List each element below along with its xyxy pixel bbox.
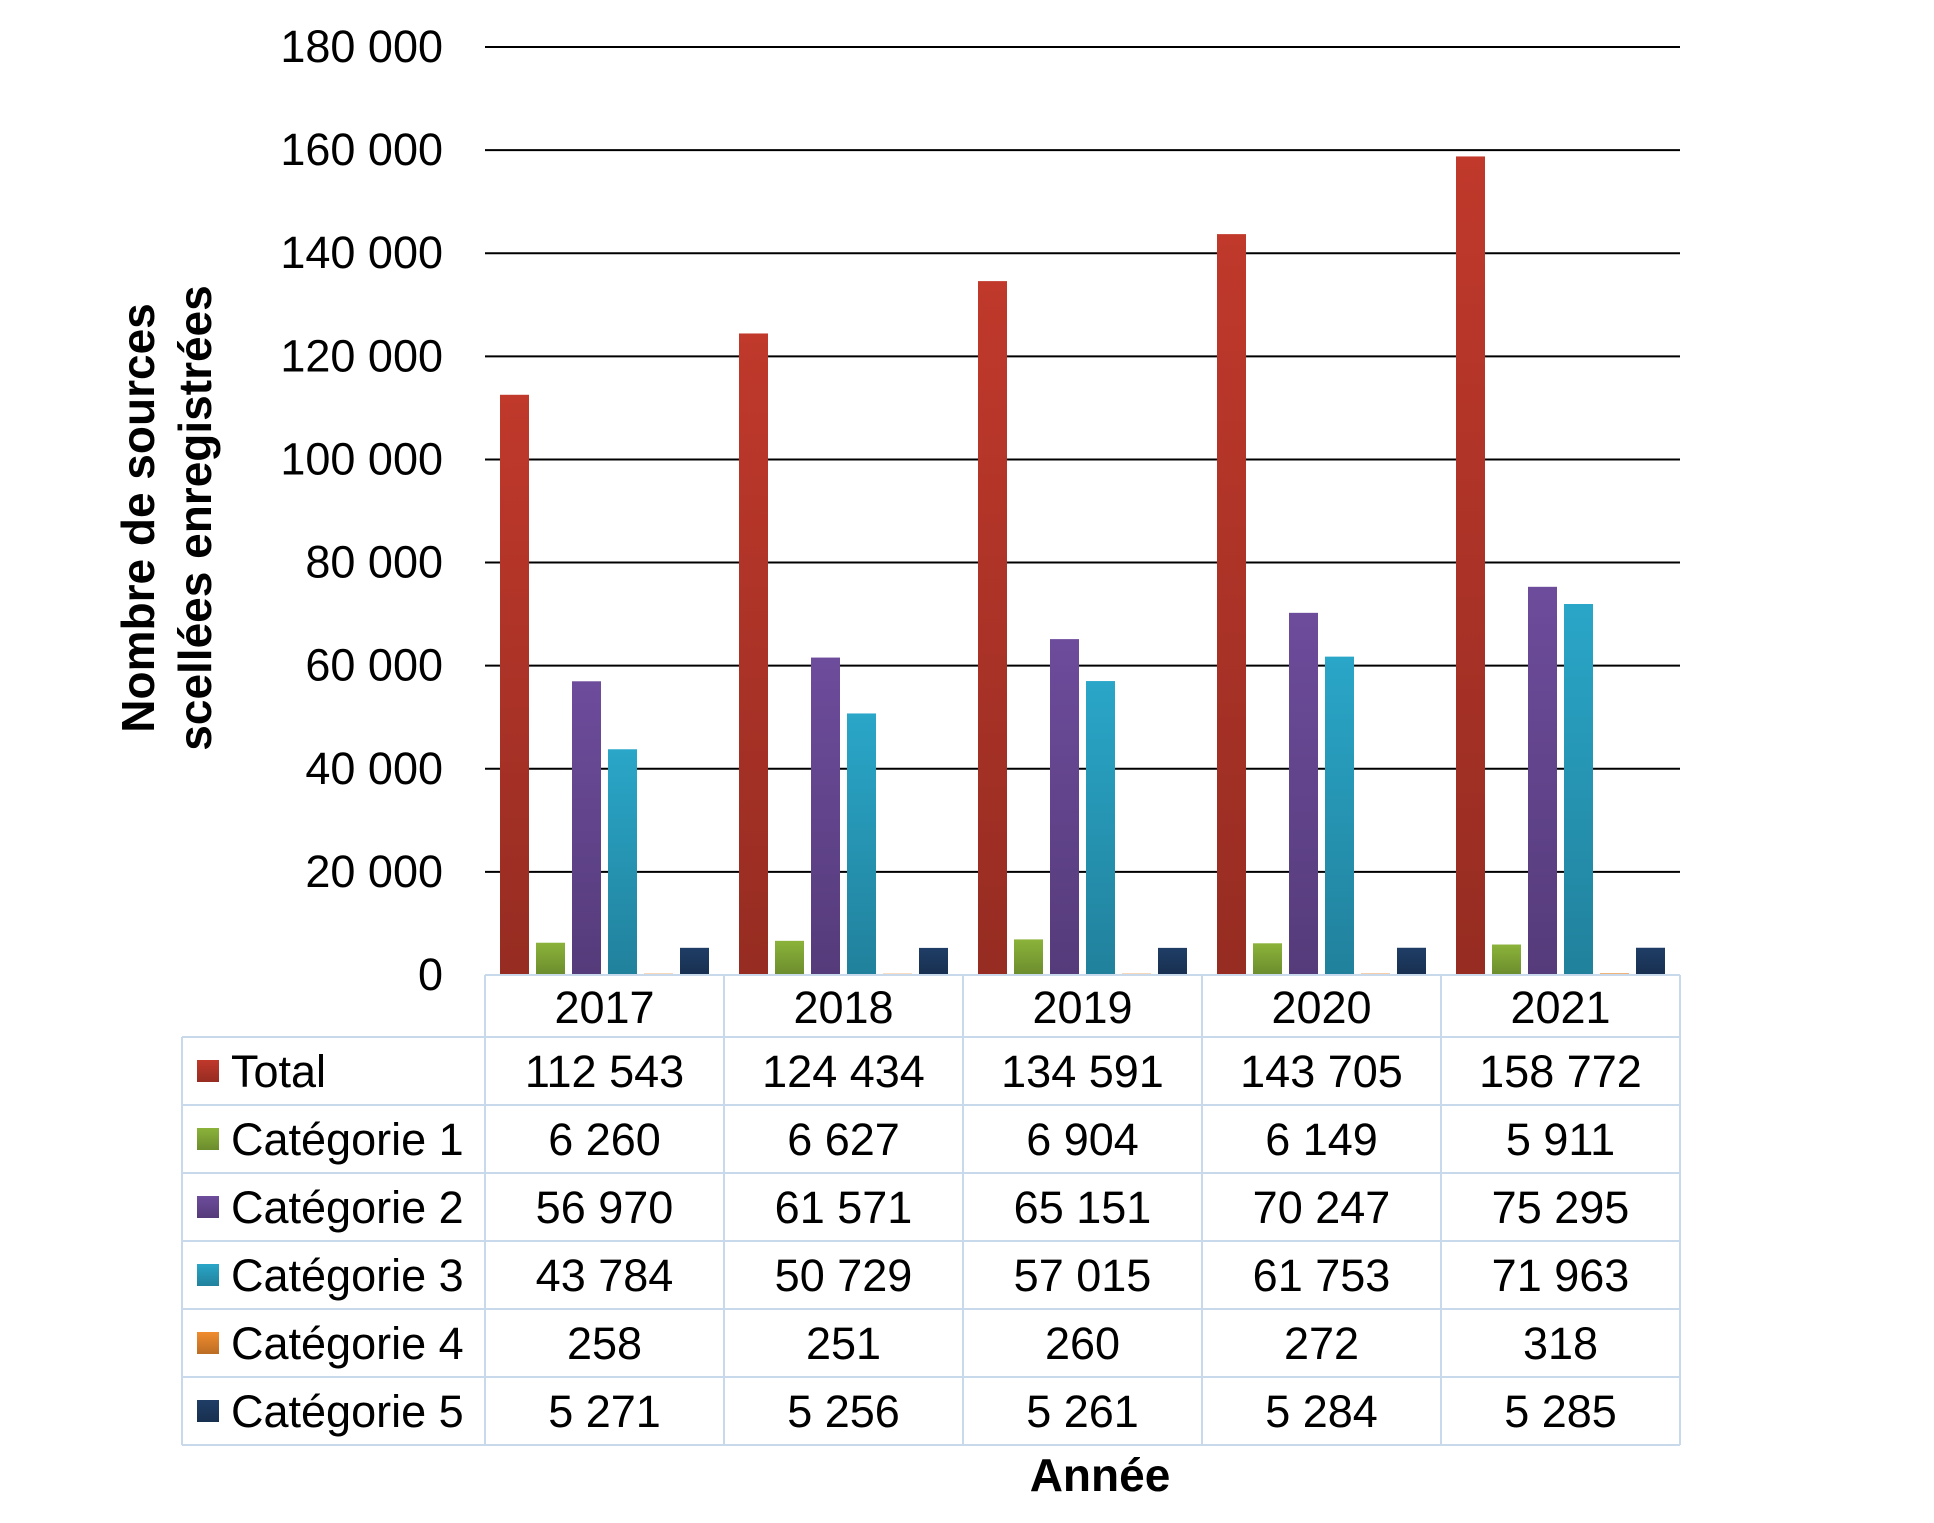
legend-key: [197, 1264, 219, 1286]
bar-cat-gorie-3-2018: [847, 713, 876, 975]
bar-cat-gorie-1-2017: [536, 942, 565, 975]
bar-total-2021: [1456, 156, 1485, 975]
y-tick-label: 100 000: [280, 433, 443, 484]
bar-cat-gorie-5-2019: [1158, 947, 1187, 975]
x-tick-label: 2021: [1510, 982, 1610, 1033]
bar-cat-gorie-2-2017: [572, 681, 601, 975]
data-table: 2017 2018 2019 2020 2021 Total 112 543 124 434 1…: [181, 974, 1681, 1446]
bars: [500, 156, 1665, 975]
legend-key: [197, 1060, 219, 1082]
y-axis-title-line1: Nombre de sources: [112, 303, 164, 732]
bar-cat-gorie-1-2020: [1253, 943, 1282, 975]
legend-key: [197, 1128, 219, 1150]
bar-cat-gorie-3-2019: [1086, 681, 1115, 975]
data-label: 6 260: [548, 1114, 661, 1165]
y-axis-title-line2: scellées enregistrées: [169, 285, 221, 750]
data-label: 272: [1284, 1318, 1359, 1369]
data-label: 6 149: [1265, 1114, 1378, 1165]
legend-key: [197, 1332, 219, 1354]
y-tick-label: 40 000: [305, 743, 443, 794]
data-label: 70 247: [1253, 1182, 1391, 1233]
bar-total-2017: [500, 394, 529, 975]
data-label: 260: [1045, 1318, 1120, 1369]
legend-label: Catégorie 3: [231, 1250, 464, 1301]
legend-label: Catégorie 1: [231, 1114, 464, 1165]
data-label: 6 627: [787, 1114, 900, 1165]
x-tick-label: 2017: [554, 982, 654, 1033]
data-label: 43 784: [536, 1250, 674, 1301]
grid-lines: [485, 46, 1680, 873]
bar-cat-gorie-5-2017: [680, 947, 709, 975]
x-tick-label: 2020: [1271, 982, 1371, 1033]
y-tick-label: 60 000: [305, 640, 443, 691]
data-label: 5 285: [1504, 1386, 1617, 1437]
data-label: 5 256: [787, 1386, 900, 1437]
bar-total-2019: [978, 281, 1007, 975]
y-tick-label: 20 000: [305, 846, 443, 897]
data-label: 75 295: [1492, 1182, 1630, 1233]
y-axis-ticks: 0 20 000 40 000 60 000 80 000 100 000 120 000 1…: [280, 21, 443, 1000]
data-label: 6 904: [1026, 1114, 1139, 1165]
data-label: 258: [567, 1318, 642, 1369]
x-tick-label: 2019: [1032, 982, 1132, 1033]
bar-cat-gorie-1-2019: [1014, 939, 1043, 975]
data-label: 71 963: [1492, 1250, 1630, 1301]
data-label: 112 543: [525, 1046, 684, 1097]
legend-label: Catégorie 5: [231, 1386, 464, 1437]
data-label: 251: [806, 1318, 881, 1369]
y-tick-label: 180 000: [280, 21, 443, 72]
data-label: 61 753: [1253, 1250, 1391, 1301]
data-label: 134 591: [1001, 1046, 1164, 1097]
bar-cat-gorie-2-2020: [1289, 612, 1318, 975]
bar-cat-gorie-2-2019: [1050, 639, 1079, 975]
data-label: 143 705: [1240, 1046, 1403, 1097]
bar-cat-gorie-2-2018: [811, 657, 840, 975]
y-tick-label: 120 000: [280, 330, 443, 381]
bar-cat-gorie-1-2021: [1492, 944, 1521, 975]
data-label: 5 284: [1265, 1386, 1378, 1437]
data-label: 56 970: [536, 1182, 674, 1233]
bar-total-2020: [1217, 234, 1246, 975]
data-label: 50 729: [775, 1250, 913, 1301]
legend-label: Catégorie 4: [231, 1318, 464, 1369]
data-label: 158 772: [1479, 1046, 1642, 1097]
x-axis-title: Année: [1030, 1449, 1171, 1501]
bar-cat-gorie-3-2020: [1325, 656, 1354, 975]
bar-cat-gorie-5-2018: [919, 947, 948, 975]
bar-cat-gorie-5-2020: [1397, 947, 1426, 975]
legend-key: [197, 1196, 219, 1218]
y-tick-label: 160 000: [280, 124, 443, 175]
legend-label: Catégorie 2: [231, 1182, 464, 1233]
bar-cat-gorie-3-2021: [1564, 603, 1593, 975]
data-label: 318: [1523, 1318, 1598, 1369]
bar-cat-gorie-2-2021: [1528, 586, 1557, 975]
legend-key: [197, 1400, 219, 1422]
y-tick-label: 140 000: [280, 227, 443, 278]
data-label: 5 261: [1026, 1386, 1139, 1437]
data-label: 5 271: [548, 1386, 661, 1437]
x-tick-label: 2018: [793, 982, 893, 1033]
y-tick-label: 80 000: [305, 537, 443, 588]
data-label: 57 015: [1014, 1250, 1152, 1301]
bar-cat-gorie-5-2021: [1636, 947, 1665, 975]
legend-label: Total: [231, 1046, 326, 1097]
bar-cat-gorie-3-2017: [608, 749, 637, 975]
data-label: 61 571: [775, 1182, 913, 1233]
data-label: 65 151: [1014, 1182, 1152, 1233]
data-label: 5 911: [1506, 1114, 1615, 1165]
data-label: 124 434: [762, 1046, 925, 1097]
y-tick-label: 0: [418, 949, 443, 1000]
bar-total-2018: [739, 333, 768, 975]
bar-cat-gorie-1-2018: [775, 940, 804, 975]
